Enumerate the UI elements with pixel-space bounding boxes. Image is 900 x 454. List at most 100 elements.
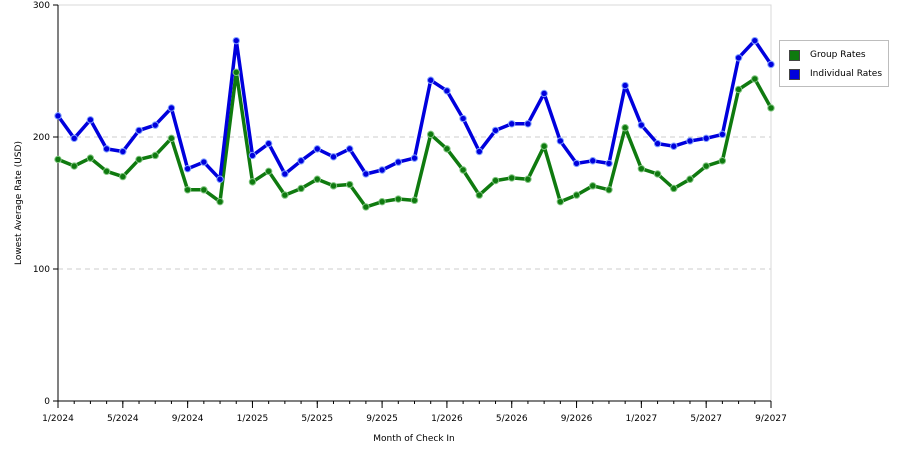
data-point-group-rates (70, 162, 78, 170)
data-point-group-rates (459, 166, 467, 174)
y-tick-label: 300 (33, 1, 50, 11)
x-tick-label: 1/2025 (237, 414, 269, 424)
data-point-individual-rates (718, 130, 727, 139)
data-point-group-rates (702, 162, 710, 170)
data-point-individual-rates (670, 142, 678, 150)
legend-label-individual-rates: Individual Rates (810, 69, 883, 79)
axes: 0 100 200 300 1/2024 5/2024 9/2024 1/2025 5/2025… (33, 1, 787, 424)
data-point-group-rates (540, 142, 548, 150)
data-point-group-rates (637, 164, 646, 173)
data-point-individual-rates (167, 104, 176, 112)
data-point-individual-rates (119, 147, 127, 156)
data-point-individual-rates (86, 116, 95, 124)
data-point-individual-rates (524, 120, 532, 128)
data-point-group-rates (767, 104, 775, 112)
data-point-individual-rates (605, 159, 613, 168)
data-point-individual-rates (653, 139, 662, 148)
data-point-individual-rates (362, 170, 370, 178)
data-point-individual-rates (637, 121, 646, 129)
data-point-individual-rates (313, 145, 321, 153)
data-point-group-rates (135, 155, 143, 164)
data-point-individual-rates (394, 158, 402, 166)
x-tick-label: 1/2024 (42, 414, 74, 424)
data-point-individual-rates (540, 89, 548, 98)
data-points (54, 36, 775, 211)
x-tick-label: 9/2025 (366, 414, 398, 424)
data-point-group-rates (86, 154, 95, 162)
data-point-group-rates (670, 184, 678, 193)
series-lines (56, 38, 773, 209)
x-tick-label: 9/2026 (561, 414, 593, 424)
data-point-individual-rates (459, 114, 467, 123)
data-point-group-rates (362, 203, 370, 211)
x-tick-label: 5/2024 (107, 414, 139, 424)
data-point-group-rates (589, 182, 597, 190)
data-point-individual-rates (443, 87, 451, 95)
data-point-group-rates (216, 197, 224, 206)
data-point-individual-rates (54, 112, 62, 120)
data-point-group-rates (119, 172, 127, 181)
data-point-group-rates (151, 151, 159, 160)
data-point-individual-rates (621, 81, 629, 90)
data-point-group-rates (751, 75, 759, 83)
data-point-individual-rates (297, 157, 305, 165)
data-point-group-rates (427, 130, 435, 139)
data-point-group-rates (443, 145, 451, 153)
legend-item-group-rates: Group Rates (789, 48, 866, 62)
data-point-individual-rates (410, 154, 419, 162)
data-point-individual-rates (70, 134, 78, 143)
data-point-individual-rates (491, 126, 500, 135)
data-point-group-rates (524, 175, 532, 183)
data-point-group-rates (281, 191, 289, 199)
data-point-individual-rates (151, 121, 159, 129)
data-point-group-rates (297, 184, 305, 193)
data-point-individual-rates (767, 60, 775, 69)
data-point-individual-rates (281, 170, 289, 178)
data-point-individual-rates (508, 120, 516, 128)
series-line-group-rates (56, 70, 773, 209)
data-point-individual-rates (427, 76, 435, 84)
data-point-group-rates (475, 191, 484, 199)
data-point-group-rates (653, 170, 662, 178)
data-point-group-rates (313, 175, 321, 183)
data-point-individual-rates (572, 159, 581, 168)
y-tick-label: 0 (44, 397, 50, 407)
data-point-individual-rates (702, 134, 710, 143)
data-point-individual-rates (102, 145, 111, 153)
data-point-group-rates (508, 174, 516, 182)
data-point-individual-rates (345, 145, 354, 153)
data-point-group-rates (605, 186, 613, 194)
data-point-group-rates (686, 175, 694, 183)
data-point-group-rates (491, 176, 500, 185)
data-point-individual-rates (232, 36, 240, 45)
y-axis-label: Lowest Average Rate (USD) (14, 141, 24, 265)
y-tick-label: 100 (33, 265, 50, 275)
data-point-individual-rates (216, 175, 224, 183)
data-point-individual-rates (248, 151, 257, 160)
data-point-group-rates (54, 155, 62, 164)
data-point-group-rates (394, 195, 402, 203)
x-tick-label: 5/2027 (690, 414, 722, 424)
y-tick-label: 200 (33, 133, 50, 143)
data-point-group-rates (232, 68, 240, 77)
data-point-individual-rates (686, 137, 694, 145)
x-tick-label: 9/2027 (755, 414, 787, 424)
data-point-group-rates (378, 197, 386, 206)
data-point-individual-rates (751, 36, 759, 45)
data-point-group-rates (329, 182, 338, 190)
x-tick-label: 5/2025 (301, 414, 333, 424)
chart-legend: Group Rates Individual Rates (779, 40, 889, 87)
data-point-individual-rates (264, 139, 273, 148)
data-point-group-rates (248, 178, 257, 186)
data-point-group-rates (410, 196, 419, 205)
data-point-group-rates (102, 167, 111, 176)
data-point-group-rates (167, 134, 176, 143)
legend-swatch-group-rates (789, 49, 800, 61)
data-point-group-rates (621, 124, 629, 132)
data-point-individual-rates (589, 157, 597, 165)
x-tick-label: 9/2024 (172, 414, 204, 424)
legend-label-group-rates: Group Rates (810, 50, 866, 60)
data-point-individual-rates (556, 137, 565, 145)
